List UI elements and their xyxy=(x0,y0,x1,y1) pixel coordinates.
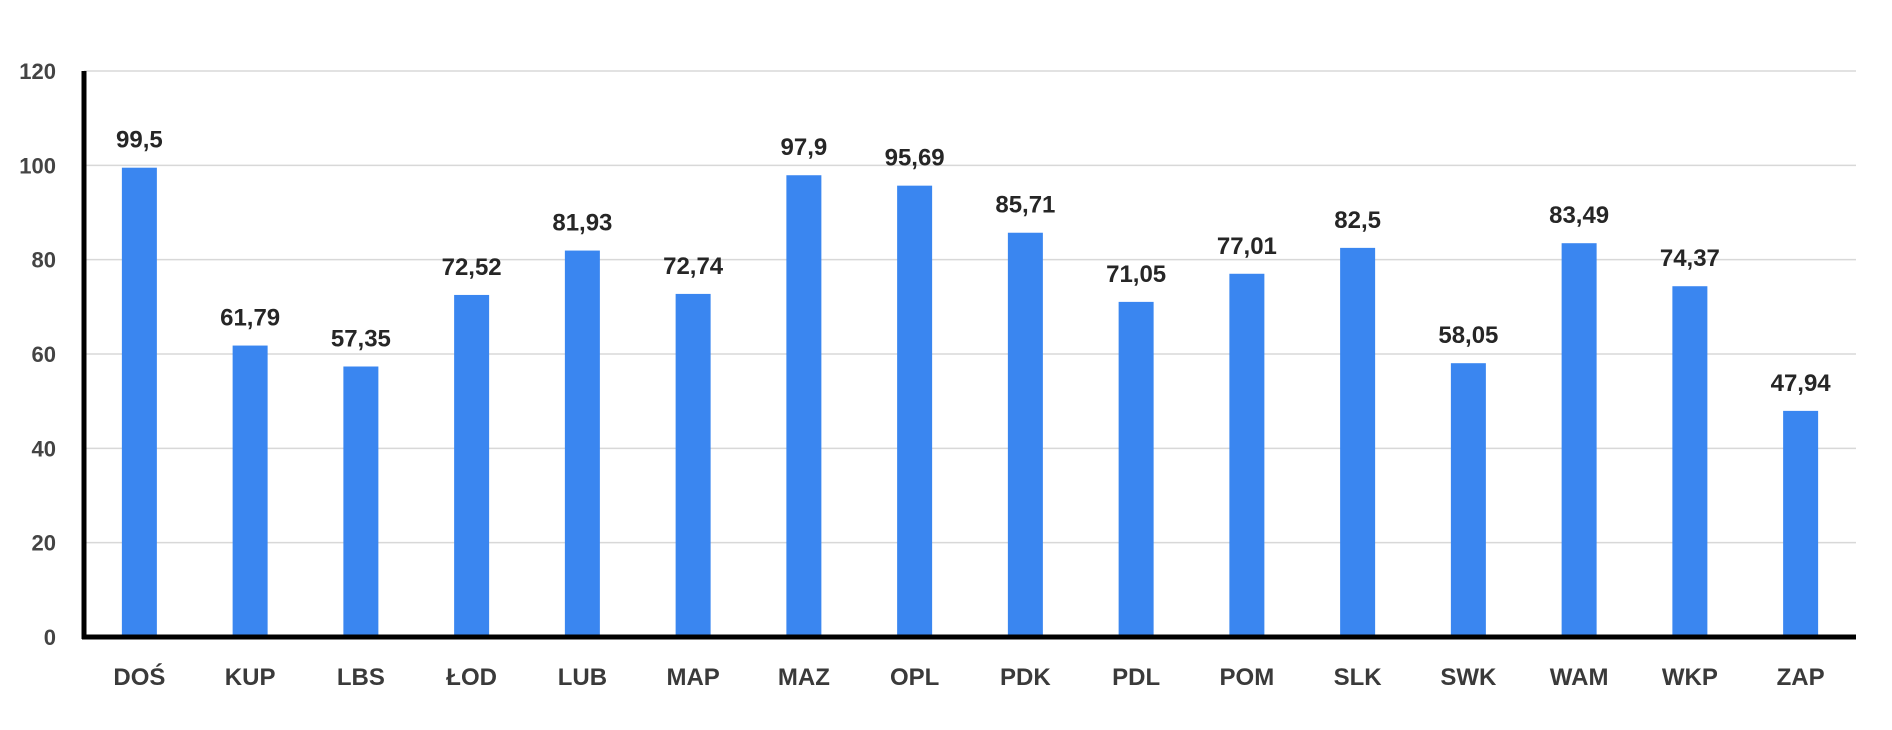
bar xyxy=(1229,273,1265,637)
y-tick-label: 0 xyxy=(44,625,56,650)
x-tick-label: WAM xyxy=(1550,664,1609,691)
y-tick-label: 100 xyxy=(19,153,56,178)
y-tick-labels: 0 20 40 60 80 100 120 xyxy=(19,59,56,650)
bar xyxy=(897,185,933,637)
bar xyxy=(1118,301,1154,637)
bar xyxy=(454,294,490,637)
bar xyxy=(1450,363,1486,637)
x-tick-labels: DOŚ KUP LBS ŁOD LUB MAP MAZ OPL PDK PDL POM SLK SWK W… xyxy=(113,663,1824,691)
y-tick-label: 60 xyxy=(32,342,56,367)
bar xyxy=(343,366,379,637)
x-tick-label: ZAP xyxy=(1777,664,1825,691)
bar xyxy=(786,175,822,637)
x-tick-label: SWK xyxy=(1440,664,1497,691)
y-tick-label: 40 xyxy=(32,436,56,461)
data-label: 58,05 xyxy=(1438,322,1498,349)
bars xyxy=(121,167,1819,638)
x-tick-label: MAP xyxy=(666,664,719,691)
x-tick-label: POM xyxy=(1220,664,1275,691)
bar xyxy=(1007,232,1043,637)
axes xyxy=(81,71,1856,640)
data-label: 72,74 xyxy=(663,253,724,280)
x-tick-label: ŁOD xyxy=(446,664,497,691)
x-tick-label: MAZ xyxy=(778,664,830,691)
data-label: 72,52 xyxy=(442,254,502,281)
y-tick-label: 20 xyxy=(32,531,56,556)
data-label: 74,37 xyxy=(1660,245,1720,272)
bar xyxy=(564,250,600,637)
data-label: 57,35 xyxy=(331,325,391,352)
data-label: 81,93 xyxy=(552,210,612,237)
x-tick-label: SLK xyxy=(1334,664,1383,691)
data-label: 61,79 xyxy=(220,305,280,332)
bar xyxy=(1783,410,1819,637)
x-tick-label: DOŚ xyxy=(113,663,165,691)
x-tick-label: PDK xyxy=(1000,664,1051,691)
bar xyxy=(121,167,157,638)
bar xyxy=(675,293,711,637)
data-label: 97,9 xyxy=(781,134,828,161)
data-label: 77,01 xyxy=(1217,233,1277,260)
x-tick-label: OPL xyxy=(890,664,939,691)
x-tick-label: PDL xyxy=(1112,664,1160,691)
data-label: 95,69 xyxy=(885,145,945,172)
y-tick-label: 80 xyxy=(32,248,56,273)
data-labels: 99,5 61,79 57,35 72,52 81,93 72,74 97,9 95,69 85… xyxy=(116,127,1831,397)
data-label: 99,5 xyxy=(116,127,163,154)
x-tick-label: WKP xyxy=(1662,664,1718,691)
gridlines xyxy=(84,70,1856,544)
data-label: 47,94 xyxy=(1771,370,1832,397)
bar xyxy=(1340,247,1376,637)
bar xyxy=(232,345,268,637)
bar xyxy=(1672,286,1708,637)
y-tick-label: 120 xyxy=(19,59,56,84)
data-label: 82,5 xyxy=(1334,207,1381,234)
x-tick-label: LBS xyxy=(337,664,385,691)
data-label: 83,49 xyxy=(1549,202,1609,229)
data-label: 71,05 xyxy=(1106,261,1166,288)
x-tick-label: LUB xyxy=(558,664,607,691)
data-label: 85,71 xyxy=(995,192,1055,219)
bar xyxy=(1561,243,1597,637)
x-tick-label: KUP xyxy=(225,664,276,691)
